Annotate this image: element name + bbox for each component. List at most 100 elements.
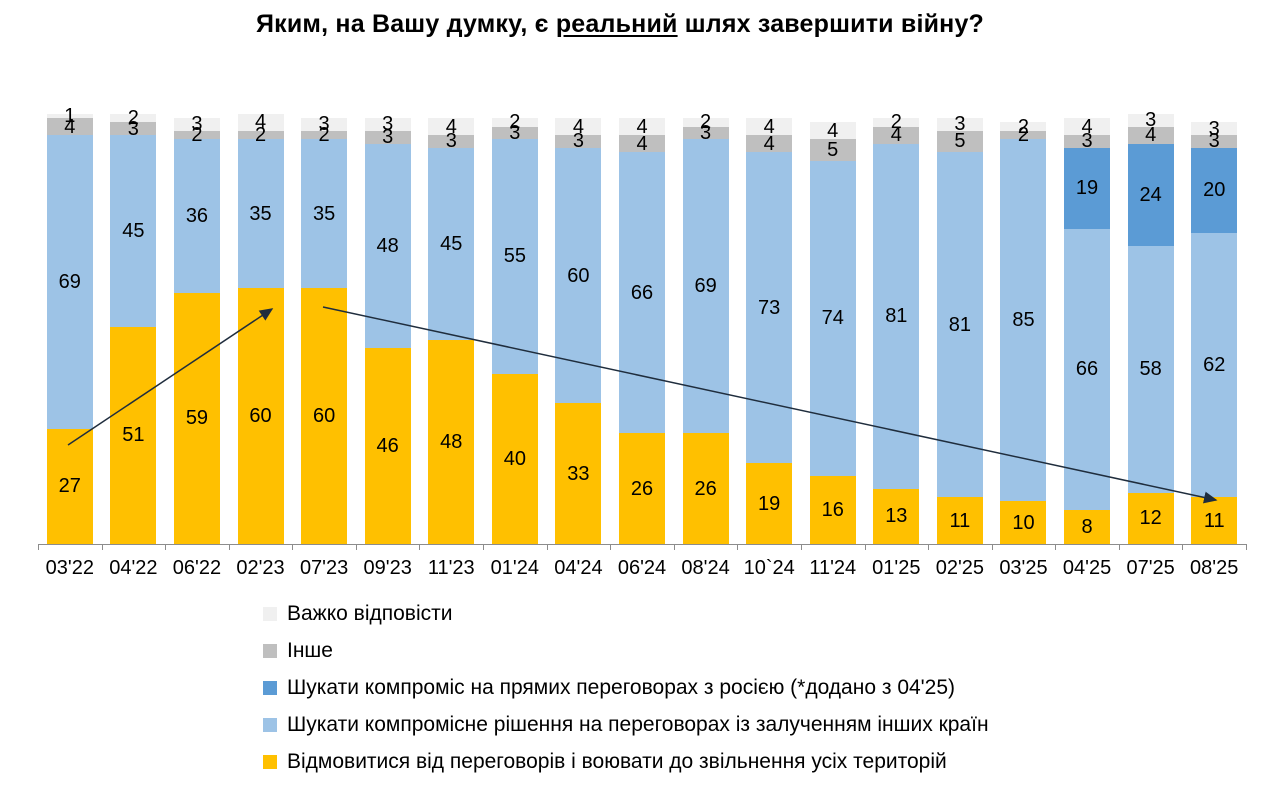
x-axis-label: 07'25: [1126, 557, 1175, 579]
bar-segment-hard: 2: [1000, 117, 1047, 137]
segment-value-label: 66: [630, 281, 654, 304]
bar-segment-hard: 2: [491, 112, 538, 132]
bar-segment-talks_intl: 81: [873, 143, 920, 489]
legend-swatch-fight_on: [263, 755, 277, 769]
segment-value-label: 3: [954, 113, 966, 136]
segment-value-label: 74: [821, 307, 844, 330]
bar-segment-other: 3: [1064, 131, 1111, 151]
segment-value-label: 2: [700, 111, 712, 134]
bar-segment-fight_on: 12: [1127, 492, 1174, 544]
segment-value-label: 4: [64, 115, 76, 138]
bar-segment-talks_intl: 66: [1064, 228, 1111, 510]
stacked-bar: 11 62 20 3 3: [1191, 119, 1238, 544]
bar-segment-other: 2: [301, 125, 348, 145]
segment-value-label: 55: [503, 245, 526, 268]
segment-value-label: 62: [1203, 354, 1226, 377]
axis-tick: [928, 544, 930, 550]
legend-swatch-hard: [263, 607, 277, 621]
segment-value-label: 60: [567, 264, 590, 287]
bar-segment-other: 4: [746, 134, 793, 154]
segment-value-label: 69: [58, 271, 81, 294]
stacked-bar: 13 81 4 2: [873, 112, 920, 544]
segment-value-label: 8: [1081, 515, 1093, 538]
legend-swatch-direct_talks: [263, 681, 277, 695]
bar-segment-hard: 4: [1064, 115, 1111, 138]
axis-tick: [419, 544, 421, 550]
axis-tick: [1055, 544, 1057, 550]
bar-segment-fight_on: 11: [936, 497, 983, 544]
segment-value-label: 59: [185, 407, 209, 430]
legend-label: Шукати компроміс на прямих переговорах з…: [287, 676, 956, 699]
bar-segment-fight_on: 60: [301, 288, 348, 544]
segment-value-label: 3: [1145, 109, 1157, 132]
x-axis-label: 03'25: [999, 557, 1048, 579]
bar-segment-hard: 1: [46, 106, 93, 126]
bar-segment-other: 3: [555, 131, 602, 151]
chart-title-pre: Яким, на Вашу думку, є: [255, 10, 556, 38]
segment-value-label: 11: [949, 509, 971, 532]
legend-item: Шукати компроміс на прямих переговорах з…: [263, 676, 989, 700]
legend-label: Шукати компромісне рішення на переговора…: [287, 713, 989, 736]
segment-value-label: 81: [948, 313, 972, 336]
segment-value-label: 12: [1139, 507, 1162, 530]
legend-label: Важко відповісти: [287, 602, 453, 625]
axis-tick: [1118, 544, 1120, 550]
bar-segment-other: 3: [491, 123, 538, 143]
bar-segment-fight_on: 11: [1191, 497, 1238, 544]
stacked-bar: 19 73 4 4: [746, 117, 793, 544]
bar-segment-talks_intl: 73: [746, 152, 793, 464]
bar-segment-hard: 4: [619, 117, 665, 137]
legend-item: Інше: [263, 639, 989, 663]
x-axis-label: 02'23: [236, 557, 285, 579]
segment-value-label: 3: [382, 126, 394, 149]
segment-value-label: 69: [694, 275, 717, 298]
segment-value-label: 4: [254, 111, 267, 134]
segment-value-label: 3: [191, 113, 203, 136]
bar-segment-hard: 4: [746, 117, 793, 137]
segment-value-label: 40: [503, 447, 526, 470]
segment-value-label: 4: [827, 119, 839, 142]
stacked-bar: 10 85 2 2: [1000, 117, 1047, 544]
bar-segment-talks_intl: 35: [301, 139, 348, 289]
legend-item: Шукати компромісне рішення на переговора…: [263, 713, 989, 737]
bar-segment-talks_intl: 45: [110, 135, 157, 327]
axis-tick: [292, 544, 294, 550]
legend-swatch-other: [263, 644, 277, 658]
segment-value-label: 3: [509, 121, 521, 144]
x-axis-label: 07'23: [299, 557, 349, 579]
axis-tick: [800, 544, 802, 550]
bar-segment-talks_intl: 36: [173, 139, 220, 293]
bar-segment-other: 2: [237, 125, 284, 145]
axis-tick: [483, 544, 485, 550]
segment-value-label: 24: [1139, 183, 1162, 206]
bar-segment-hard: 3: [1127, 110, 1174, 130]
x-axis-label: 01'25: [872, 557, 921, 579]
segment-value-label: 4: [890, 124, 902, 147]
legend-item: Відмовитися від переговорів і воювати до…: [263, 750, 989, 774]
bar-segment-talks_intl: 66: [619, 152, 665, 434]
bar-segment-talks_intl: 74: [809, 160, 856, 476]
segment-value-label: 19: [1075, 177, 1099, 200]
segment-value-label: 26: [630, 477, 654, 500]
bar-segment-fight_on: 8: [1064, 509, 1111, 544]
bar-segment-other: 3: [364, 127, 411, 147]
x-axis-label: 09'23: [363, 557, 412, 579]
bar-segment-other: 3: [682, 123, 729, 143]
bar-segment-talks_intl: 35: [237, 139, 284, 289]
bar-segment-hard: 4: [555, 117, 602, 137]
segment-value-label: 2: [509, 111, 521, 134]
segment-value-label: 20: [1203, 179, 1226, 202]
axis-tick: [355, 544, 357, 550]
x-axis-label: 04'25: [1062, 557, 1112, 579]
x-axis-label: 08'24: [681, 557, 730, 579]
segment-value-label: 4: [1081, 115, 1093, 138]
bar-segment-fight_on: 51: [110, 326, 157, 544]
axis-tick: [610, 544, 612, 550]
bar-segment-hard: 4: [237, 111, 284, 134]
bar-segment-direct_talks: 19: [1064, 147, 1111, 229]
bar-segment-other: 4: [873, 124, 920, 147]
segment-value-label: 4: [445, 115, 457, 138]
axis-tick: [546, 544, 548, 550]
segment-value-label: 11: [1203, 509, 1225, 532]
segment-value-label: 48: [376, 234, 399, 257]
